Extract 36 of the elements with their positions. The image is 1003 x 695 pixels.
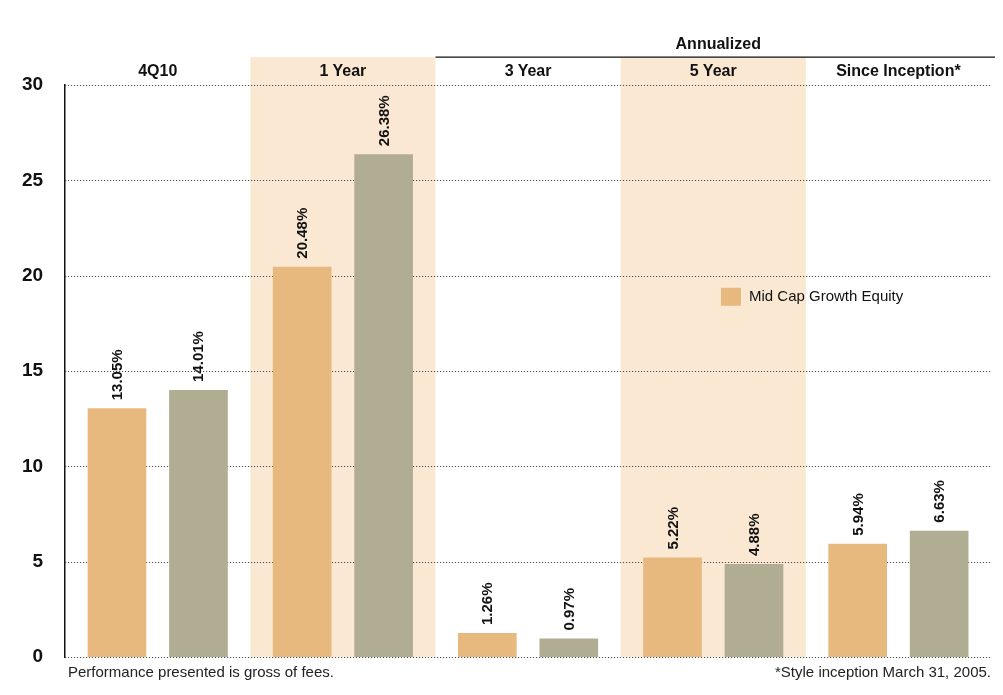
data-label: 26.38% — [374, 95, 392, 147]
y-tick-label: 10 — [21, 454, 44, 476]
y-tick-label: 0 — [32, 645, 44, 667]
bar — [272, 266, 332, 657]
data-label: 20.48% — [293, 207, 311, 259]
x-tick-label: 4Q10 — [138, 62, 178, 80]
y-tick-label: 15 — [21, 359, 44, 381]
bar — [458, 632, 517, 657]
data-label: 13.05% — [107, 349, 125, 401]
data-label: 6.63% — [930, 480, 948, 523]
y-tick-label: 5 — [32, 549, 44, 571]
bar — [539, 638, 599, 657]
x-tick-label: 5 Year — [689, 62, 737, 80]
x-tick-label: Since Inception* — [836, 62, 962, 80]
x-tick-label: 1 Year — [319, 62, 367, 80]
x-tick-label: 3 Year — [504, 62, 552, 80]
bar — [828, 543, 888, 657]
text: Annualized — [675, 34, 761, 52]
bar — [87, 408, 147, 657]
legend-label: Mid Cap Growth Equity — [749, 286, 904, 304]
data-label: 1.26% — [478, 582, 496, 625]
y-tick-label: 25 — [21, 168, 44, 190]
data-label: 5.94% — [848, 493, 866, 536]
data-label: 14.01% — [189, 331, 207, 382]
bar — [169, 389, 228, 657]
bar — [354, 154, 413, 657]
text: Performance presented is gross of fees. — [68, 662, 334, 680]
data-label: 0.97% — [559, 587, 577, 631]
bar — [643, 557, 702, 657]
data-label: 5.22% — [663, 506, 681, 550]
y-tick-label: 30 — [21, 73, 44, 95]
data-label: 4.88% — [744, 513, 762, 556]
text: *Style inception March 31, 2005. — [775, 662, 991, 680]
bar — [909, 530, 969, 657]
y-tick-label: 20 — [21, 264, 44, 286]
bar — [724, 563, 784, 657]
